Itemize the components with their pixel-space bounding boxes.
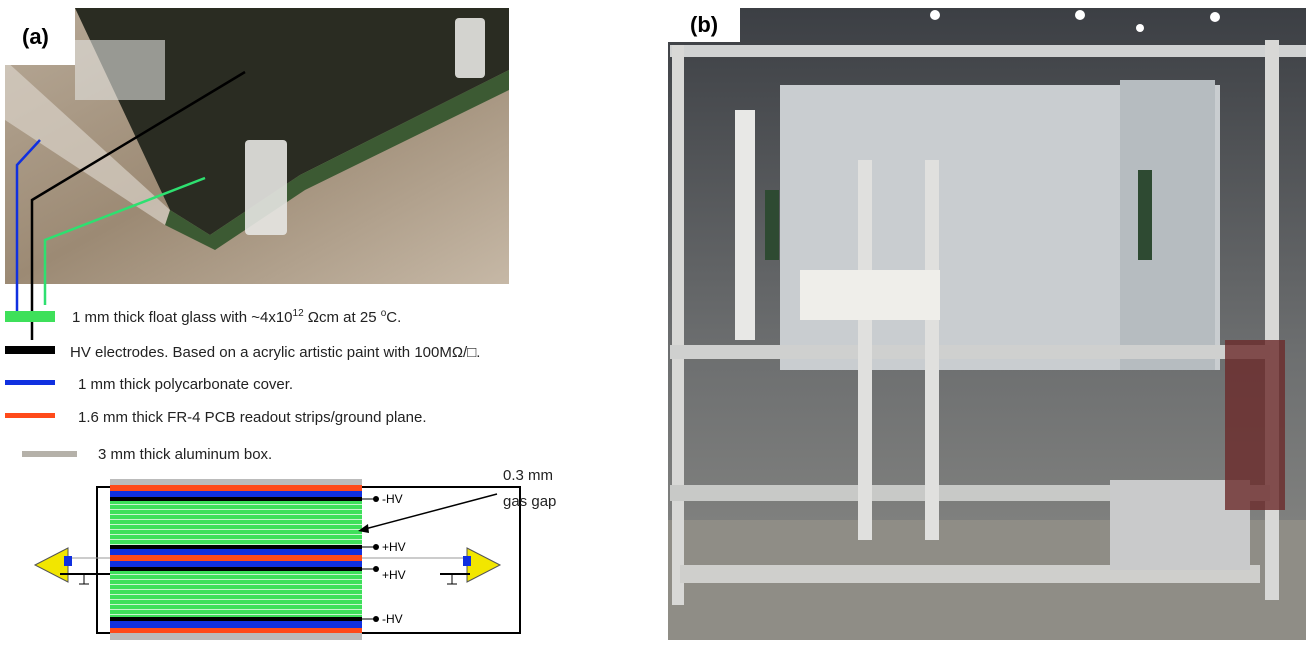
- legend-entry: 3 mm thick aluminum box.: [98, 446, 272, 463]
- legend-text: 12: [293, 308, 305, 319]
- photo-a: [5, 8, 509, 340]
- hv-label: +HV: [382, 540, 406, 554]
- legend-text: 1 mm thick polycarbonate cover.: [78, 376, 293, 393]
- legend-text: o: [381, 308, 387, 319]
- legend-text: 3 mm thick aluminum box.: [98, 446, 272, 463]
- swatch: [5, 311, 55, 322]
- swatch: [5, 413, 55, 418]
- swatch: [5, 346, 55, 354]
- photo-b: [668, 8, 1306, 640]
- legend-text: C.: [386, 309, 401, 326]
- hv-label: -HV: [382, 612, 403, 626]
- panel-label: (a): [22, 24, 49, 49]
- legend-text: 1 mm thick float glass with ~4x10: [72, 309, 293, 326]
- hv-label: -HV: [382, 492, 403, 506]
- rpc-diagram: [33, 479, 521, 640]
- swatch: [5, 380, 55, 385]
- swatch: [22, 451, 77, 457]
- legend-entry: 1 mm thick polycarbonate cover.: [78, 376, 293, 393]
- annotation: 0.3 mm: [503, 467, 553, 484]
- panel-label: (b): [690, 12, 718, 37]
- legend-text: Ωcm at 25: [304, 309, 381, 326]
- hv-label: +HV: [382, 568, 406, 582]
- legend-text: 1.6 mm thick FR-4 PCB readout strips/gro…: [78, 409, 427, 426]
- legend-entry: HV electrodes. Based on a acrylic artist…: [70, 344, 480, 361]
- legend-entry: 1.6 mm thick FR-4 PCB readout strips/gro…: [78, 409, 427, 426]
- annotation: gas gap: [503, 493, 556, 510]
- legend-entry: 1 mm thick float glass with ~4x1012 Ωcm …: [72, 308, 401, 326]
- legend-text: HV electrodes. Based on a acrylic artist…: [70, 344, 480, 361]
